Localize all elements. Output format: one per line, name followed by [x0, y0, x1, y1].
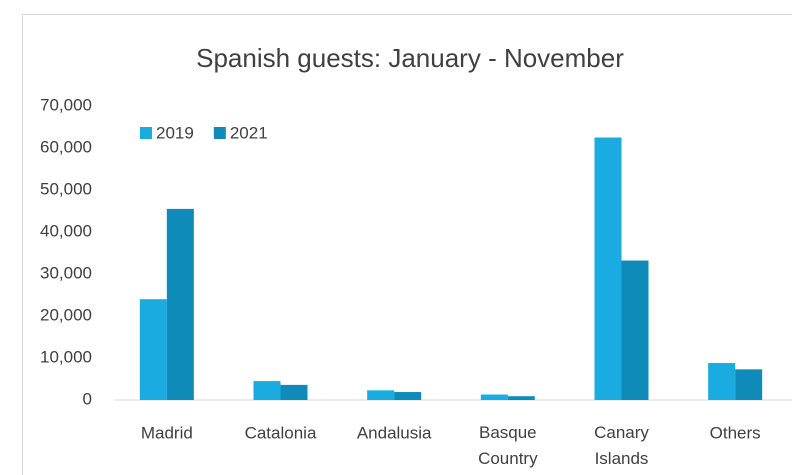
y-tick-label: 30,000	[40, 263, 92, 282]
y-tick-label: 10,000	[40, 347, 92, 366]
y-tick-label: 0	[83, 389, 92, 408]
bar	[480, 394, 508, 400]
bar	[394, 392, 422, 400]
legend-label: 2021	[230, 123, 268, 142]
bar	[280, 384, 308, 400]
bar	[507, 396, 535, 400]
y-tick-label: 70,000	[40, 95, 92, 114]
y-tick-label: 20,000	[40, 305, 92, 324]
chart-title: Spanish guests: January - November	[196, 43, 624, 73]
bar	[367, 390, 395, 400]
x-tick-label: Basque Country	[478, 423, 538, 468]
bar	[166, 208, 194, 400]
y-tick-label: 50,000	[40, 179, 92, 198]
x-tick-label: Canary Islands	[594, 423, 649, 468]
x-tick-label: Andalusia	[357, 423, 432, 442]
bar	[708, 363, 736, 400]
chart-frame	[22, 14, 792, 475]
bar	[253, 381, 281, 400]
x-tick-label: Catalonia	[245, 423, 317, 442]
x-tick-label: Others	[710, 423, 761, 442]
y-tick-label: 60,000	[40, 137, 92, 156]
legend-swatch	[140, 127, 152, 139]
legend-swatch	[213, 127, 226, 139]
bar	[735, 369, 763, 400]
legend-label: 2019	[156, 123, 194, 142]
x-tick-label: Madrid	[141, 423, 193, 442]
bar	[594, 137, 622, 400]
y-tick-label: 40,000	[40, 221, 92, 240]
bar	[139, 299, 167, 400]
bar	[621, 260, 649, 400]
